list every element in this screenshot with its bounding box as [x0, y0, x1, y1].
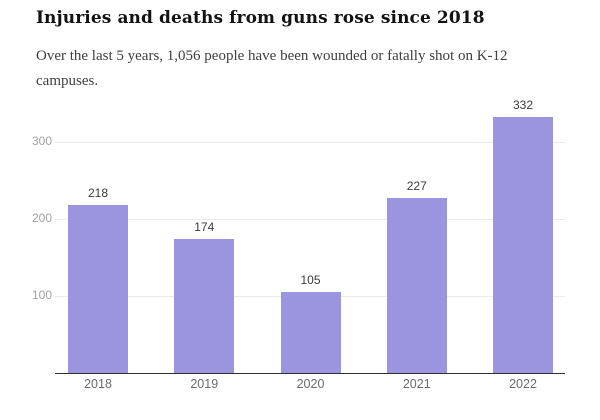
bar-2020 — [280, 292, 341, 373]
bar-value-label: 174 — [194, 219, 215, 234]
y-axis-tick-label: 100 — [31, 287, 52, 302]
bar-2018 — [68, 204, 128, 373]
bar-value-label: 218 — [87, 185, 109, 200]
chart-subtitle: Over the last 5 years, 1,056 people have… — [36, 48, 508, 89]
x-axis-tick-label: 2019 — [190, 377, 219, 391]
y-axis-tick-label: 200 — [31, 210, 52, 225]
bar-2019 — [174, 238, 235, 373]
bar-value-label: 105 — [300, 273, 321, 287]
bar-2021 — [386, 197, 447, 373]
x-axis-tick-label: 2022 — [509, 377, 537, 391]
chart-title: Injuries and deaths from guns rose since… — [36, 8, 485, 28]
bar-value-label: 332 — [512, 97, 534, 112]
plot-area: 218 174 105 227 332 — [55, 98, 565, 374]
x-axis-tick-label: 2020 — [296, 377, 325, 391]
x-axis-tick-label: 2018 — [84, 377, 112, 391]
gridline-y-300 — [55, 141, 565, 143]
bar-2022 — [493, 116, 553, 373]
bar-value-label: 227 — [406, 178, 427, 193]
gridline-y-200 — [55, 218, 565, 220]
y-axis-tick-label: 300 — [31, 133, 52, 148]
x-axis-tick-label: 2021 — [402, 377, 431, 391]
